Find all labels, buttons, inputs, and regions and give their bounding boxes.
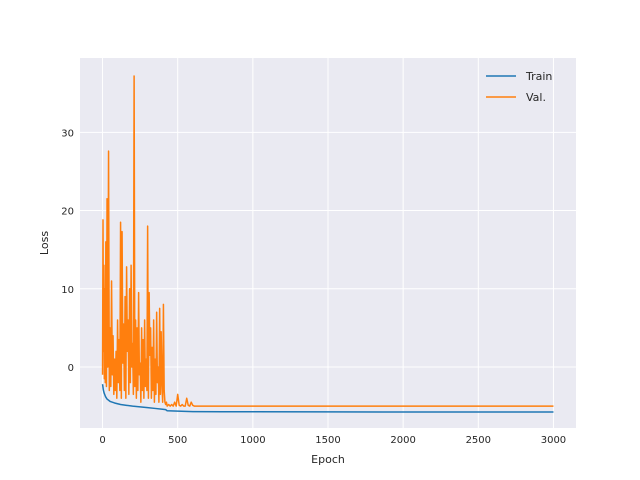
y-tick-label: 20 [61,207,74,218]
x-tick-label: 500 [168,435,187,446]
x-tick-label: 2500 [466,435,491,446]
x-tick-label: 1500 [315,435,340,446]
y-tick-label: 10 [61,285,74,296]
x-tick-label: 3000 [541,435,566,446]
legend-label: Val. [526,91,546,104]
x-axis-label: Epoch [311,453,345,466]
legend-label: Train [525,70,552,83]
y-tick-label: 0 [68,363,74,374]
y-tick-label: 30 [61,128,74,139]
legend: Train Val. [486,70,552,104]
x-tick-labels: 0 500 1000 1500 2000 2500 3000 [99,435,566,446]
series-layer [101,75,554,413]
x-tick-label: 1000 [240,435,265,446]
x-tick-label: 0 [99,435,105,446]
series-line-val [101,75,554,407]
y-axis-label: Loss [38,231,51,255]
x-tick-label: 2000 [390,435,415,446]
y-tick-labels: 0 10 20 30 [61,128,74,374]
series-line-train [101,384,554,413]
